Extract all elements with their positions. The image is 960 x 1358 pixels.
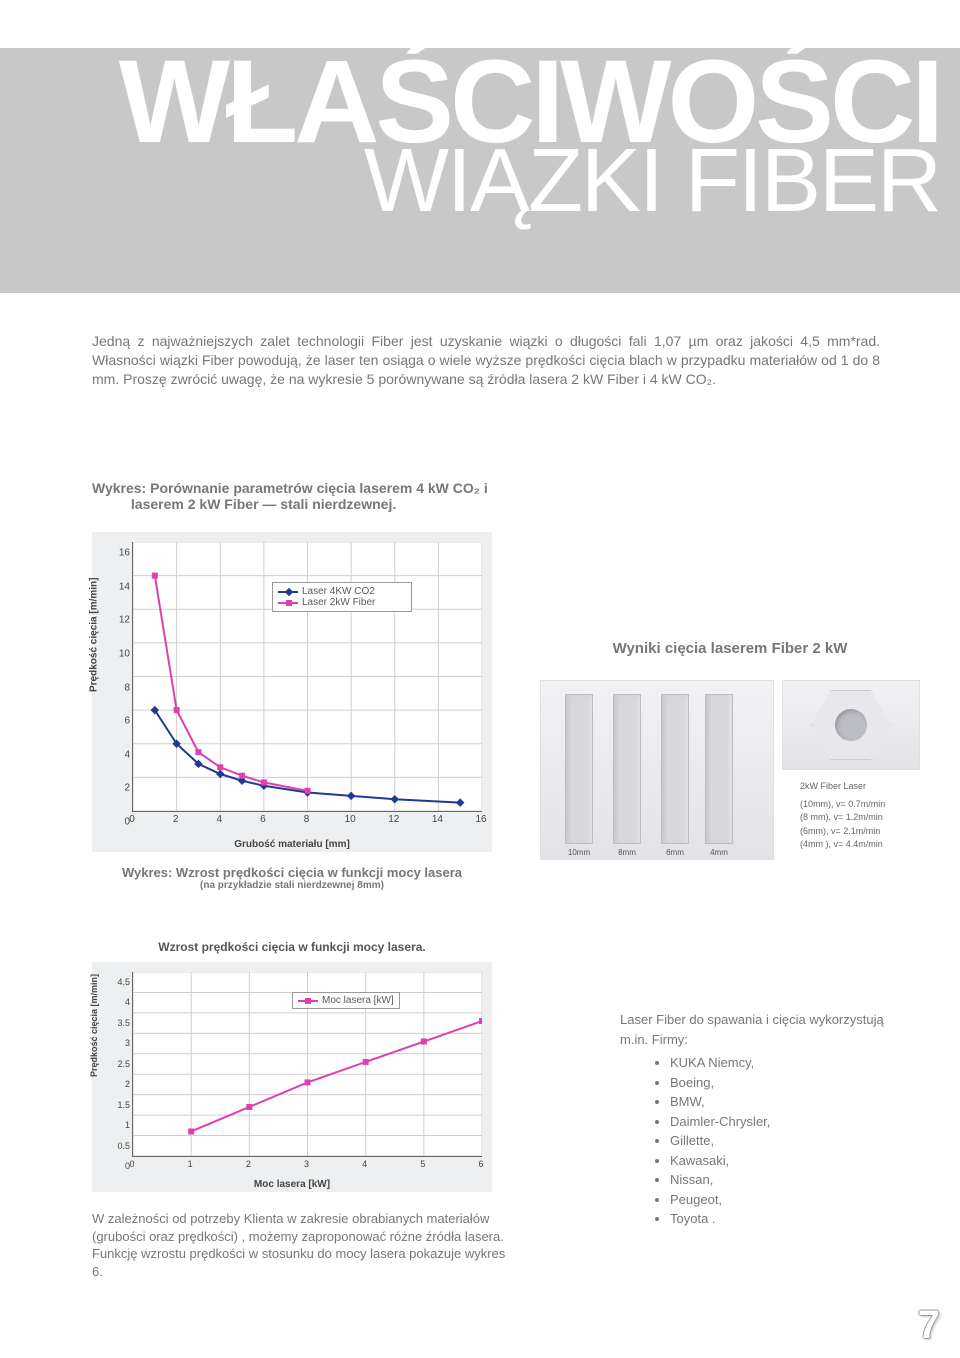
ytick: 2.5 — [117, 1059, 130, 1069]
company-item: KUKA Niemcy, — [670, 1053, 900, 1073]
xtick: 2 — [173, 814, 179, 825]
chart1b-caption-main: Wykres: Wzrost prędkości cięcia w funkcj… — [122, 865, 462, 880]
ytick: 16 — [119, 548, 130, 559]
cutting-speeds: 2kW Fiber Laser (10mm), v= 0.7m/min (8 m… — [800, 780, 930, 852]
chart1-caption-l1: Wykres: Porównanie parametrów cięcia las… — [92, 480, 488, 496]
intro-paragraph: Jedną z najważniejszych zalet technologi… — [92, 332, 880, 389]
company-item: Boeing, — [670, 1073, 900, 1093]
hex-nut-icon — [811, 690, 891, 760]
ytick: 0.5 — [117, 1141, 130, 1151]
xtick: 4 — [216, 814, 222, 825]
xtick: 0 — [129, 1159, 134, 1169]
ytick: 14 — [119, 581, 130, 592]
chart2-ylabel: Prędkość cięcia [m/min] — [89, 974, 99, 1077]
xtick: 0 — [129, 814, 135, 825]
company-item: Peugeot, — [670, 1190, 900, 1210]
chart1-legend: Laser 4KW CO2 Laser 2kW Fiber — [272, 582, 412, 612]
ytick: 3.5 — [117, 1018, 130, 1028]
ytick: 6 — [124, 716, 130, 727]
title-banner: WŁAŚCIWOŚCI WIĄZKI FIBER — [0, 48, 960, 293]
companies-block: Laser Fiber do spawania i cięcia wykorzy… — [620, 1010, 900, 1229]
ytick: 2 — [125, 1079, 130, 1089]
bar-sample-label: 8mm — [618, 848, 636, 857]
xtick: 2 — [246, 1159, 251, 1169]
chart2-xlabel: Moc lasera [kW] — [254, 1179, 330, 1190]
ytick: 1 — [125, 1120, 130, 1130]
ytick: 4.5 — [117, 977, 130, 987]
chart1-comparison: Prędkość cięcia [m/min] Grubość materiał… — [92, 532, 492, 852]
ytick: 10 — [119, 648, 130, 659]
xtick: 12 — [388, 814, 399, 825]
cut-bars-photo: 10mm 8mm 6mm 4mm — [540, 680, 774, 860]
bar-sample — [661, 694, 689, 844]
bar-sample — [565, 694, 593, 844]
speed-line-2: (6mm), v= 2.1m/min — [800, 825, 930, 839]
chart2-legend: Moc lasera [kW] — [292, 992, 400, 1009]
chart2-power: Prędkość cięcia [m/min] Moc lasera [kW] … — [92, 962, 492, 1192]
xtick: 8 — [304, 814, 310, 825]
chart1-xlabel: Grubość materiału [mm] — [234, 839, 350, 850]
xtick: 10 — [345, 814, 356, 825]
hex-nut-photo — [782, 680, 920, 770]
page-number: 7 — [918, 1303, 940, 1348]
companies-intro: Laser Fiber do spawania i cięcia wykorzy… — [620, 1010, 900, 1049]
company-item: Kawasaki, — [670, 1151, 900, 1171]
bar-sample — [613, 694, 641, 844]
company-item: Nissan, — [670, 1170, 900, 1190]
xtick: 1 — [188, 1159, 193, 1169]
ytick: 12 — [119, 615, 130, 626]
xtick: 14 — [432, 814, 443, 825]
ytick: 4 — [124, 749, 130, 760]
chart1-ylabel: Prędkość cięcia [m/min] — [89, 578, 100, 693]
xtick: 4 — [362, 1159, 367, 1169]
speed-line-1: (8 mm), v= 1.2m/min — [800, 811, 930, 825]
company-item: Toyota . — [670, 1209, 900, 1229]
chart1-caption-l2: laserem 2 kW Fiber — stali nierdzewnej. — [131, 496, 396, 512]
legend-fiber: Laser 2kW Fiber — [302, 597, 375, 608]
ytick: 8 — [124, 682, 130, 693]
company-item: BMW, — [670, 1092, 900, 1112]
speed-line-3: (4mm ), v= 4.4m/min — [800, 838, 930, 852]
chart2-title: Wzrost prędkości cięcia w funkcji mocy l… — [92, 940, 492, 954]
bar-sample — [705, 694, 733, 844]
ytick: 2 — [124, 783, 130, 794]
speeds-header: 2kW Fiber Laser — [800, 780, 930, 794]
xtick: 5 — [420, 1159, 425, 1169]
company-item: Daimler-Chrysler, — [670, 1112, 900, 1132]
chart1b-caption: Wykres: Wzrost prędkości cięcia w funkcj… — [92, 865, 492, 891]
speed-line-0: (10mm), v= 0.7m/min — [800, 798, 930, 812]
company-list: KUKA Niemcy,Boeing,BMW,Daimler-Chrysler,… — [620, 1053, 900, 1229]
xtick: 6 — [478, 1159, 483, 1169]
ytick: 1.5 — [117, 1100, 130, 1110]
company-item: Gillette, — [670, 1131, 900, 1151]
ytick: 4 — [125, 997, 130, 1007]
bar-sample-label: 10mm — [568, 848, 590, 857]
bottom-paragraph: W zależności od potrzeby Klienta w zakre… — [92, 1210, 512, 1280]
ytick: 3 — [125, 1038, 130, 1048]
xtick: 16 — [475, 814, 486, 825]
chart1-caption: Wykres: Porównanie parametrów cięcia las… — [92, 480, 562, 512]
xtick: 3 — [304, 1159, 309, 1169]
bar-sample-label: 6mm — [666, 848, 684, 857]
xtick: 6 — [260, 814, 266, 825]
bar-sample-label: 4mm — [710, 848, 728, 857]
legend-co2: Laser 4KW CO2 — [302, 586, 375, 597]
chart1b-caption-sub: (na przykładzie stali nierdzewnej 8mm) — [92, 880, 492, 891]
results-heading: Wyniki cięcia laserem Fiber 2 kW — [555, 640, 905, 657]
chart2-legend-label: Moc lasera [kW] — [322, 995, 394, 1006]
